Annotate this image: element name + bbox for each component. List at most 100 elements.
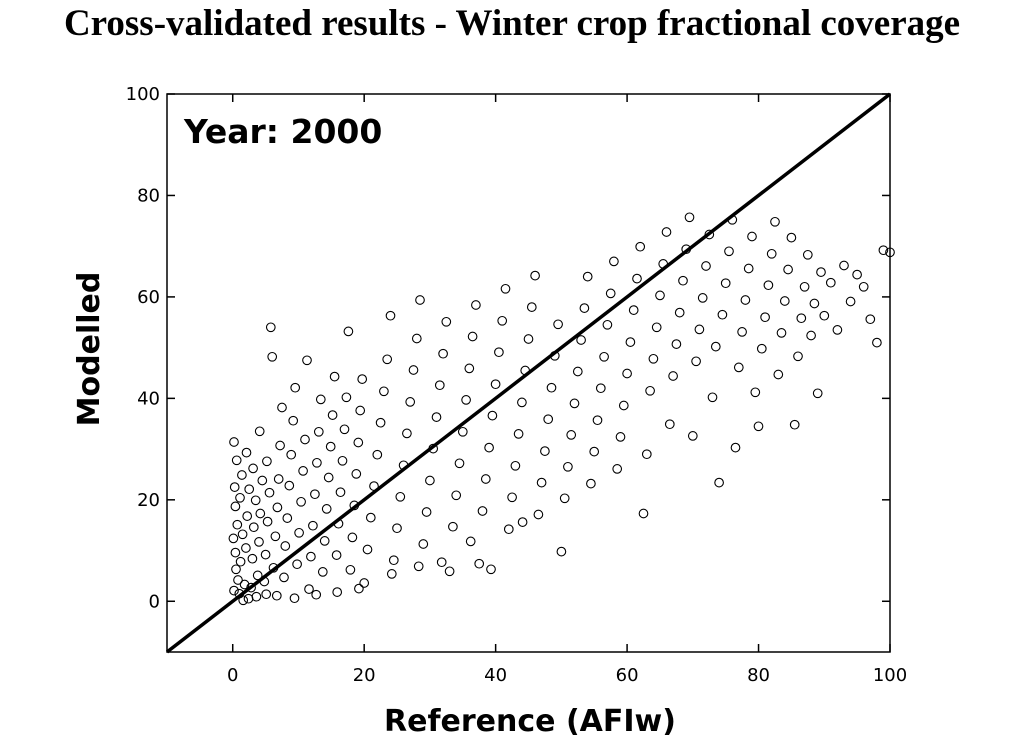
data-point xyxy=(510,460,521,471)
data-point xyxy=(635,241,646,252)
data-point xyxy=(312,457,322,468)
data-point xyxy=(494,347,504,358)
data-point xyxy=(503,524,514,535)
data-point xyxy=(451,490,462,501)
data-point xyxy=(602,319,613,330)
data-point xyxy=(244,484,255,495)
data-point xyxy=(354,583,364,594)
data-point xyxy=(517,397,527,408)
data-point xyxy=(357,374,368,384)
data-point xyxy=(251,591,262,602)
data-point xyxy=(337,455,348,466)
data-point xyxy=(872,337,882,348)
data-point xyxy=(750,387,761,398)
data-point xyxy=(809,298,820,309)
scatter-points xyxy=(228,212,895,606)
data-point xyxy=(671,339,682,349)
data-point xyxy=(261,589,272,600)
data-point xyxy=(343,326,354,337)
y-tick-label: 40 xyxy=(137,388,160,409)
data-point xyxy=(241,543,251,553)
data-point xyxy=(372,449,383,460)
data-point xyxy=(645,385,655,396)
data-point xyxy=(239,579,250,590)
data-point xyxy=(586,478,596,489)
x-tick-label: 80 xyxy=(747,665,770,686)
data-point xyxy=(375,417,386,428)
data-point xyxy=(471,300,481,310)
data-point xyxy=(388,555,399,566)
data-point xyxy=(632,273,642,284)
y-tick-label: 0 xyxy=(149,591,160,612)
data-point xyxy=(438,348,448,359)
one-to-one-line xyxy=(165,92,892,654)
x-tick-label: 40 xyxy=(484,665,507,686)
data-point xyxy=(641,449,652,460)
data-point xyxy=(418,539,429,549)
data-point xyxy=(228,533,239,544)
data-point xyxy=(353,437,364,448)
data-point xyxy=(651,322,662,333)
data-point xyxy=(753,421,764,432)
data-point xyxy=(262,456,272,467)
data-point xyxy=(789,419,800,430)
data-point xyxy=(362,544,373,555)
data-point xyxy=(232,519,243,530)
data-point xyxy=(302,355,312,366)
data-point xyxy=(335,487,346,498)
data-point xyxy=(300,434,310,445)
data-point xyxy=(773,369,784,380)
data-point xyxy=(246,582,256,593)
data-point xyxy=(812,388,823,399)
data-point xyxy=(230,501,241,512)
data-point xyxy=(858,281,869,292)
data-point xyxy=(267,351,278,362)
data-point xyxy=(329,371,340,382)
data-point xyxy=(720,278,731,289)
x-tick-label: 20 xyxy=(353,665,376,686)
data-point xyxy=(743,263,754,274)
data-point xyxy=(345,564,356,575)
data-point xyxy=(816,267,826,277)
data-point xyxy=(260,549,271,560)
data-point xyxy=(710,341,721,352)
x-tick-label: 60 xyxy=(616,665,639,686)
data-point xyxy=(332,587,343,597)
data-point xyxy=(852,269,862,280)
data-point xyxy=(740,295,751,305)
data-point xyxy=(845,296,856,307)
data-point xyxy=(431,412,442,422)
data-point xyxy=(786,232,797,243)
data-point xyxy=(257,475,268,486)
data-point xyxy=(235,492,245,503)
data-point xyxy=(250,495,261,506)
data-point xyxy=(733,362,744,373)
data-point xyxy=(595,383,606,394)
data-point xyxy=(576,335,586,345)
data-point xyxy=(310,489,320,500)
data-point xyxy=(592,415,603,426)
data-point xyxy=(441,316,452,327)
data-point xyxy=(341,392,352,403)
data-point xyxy=(615,432,626,442)
data-point xyxy=(563,461,573,472)
data-point xyxy=(248,522,259,533)
data-point xyxy=(254,537,264,547)
data-point xyxy=(273,474,284,484)
y-tick-label: 80 xyxy=(137,185,160,206)
data-point xyxy=(308,520,318,531)
data-point xyxy=(317,567,328,577)
data-point xyxy=(355,405,366,416)
data-point xyxy=(280,541,291,551)
data-point xyxy=(265,322,276,333)
data-point xyxy=(678,275,688,286)
data-point xyxy=(304,584,314,594)
data-point xyxy=(668,371,678,381)
data-point xyxy=(235,556,246,567)
data-point xyxy=(282,513,293,523)
data-point xyxy=(747,231,757,242)
data-point xyxy=(737,327,747,337)
data-point xyxy=(507,492,517,503)
data-point xyxy=(230,547,241,558)
data-point xyxy=(296,496,306,507)
